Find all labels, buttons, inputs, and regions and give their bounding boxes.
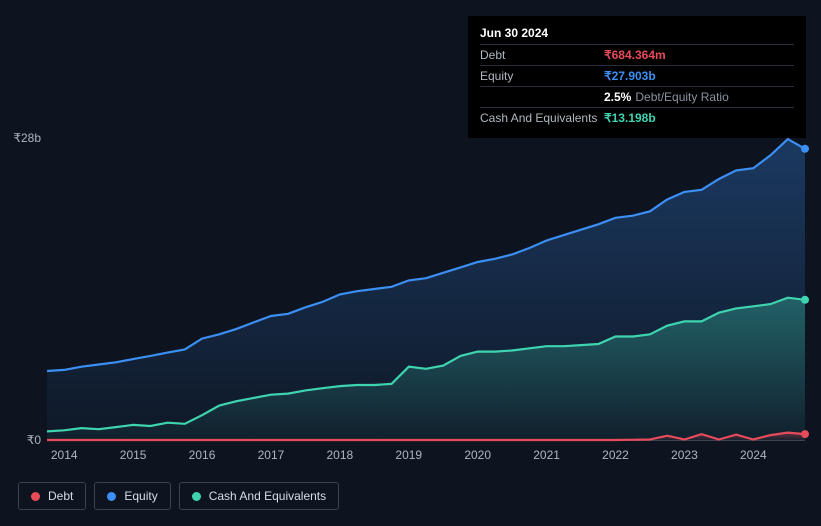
x-tick: 2024	[740, 448, 767, 462]
tooltip-date: Jun 30 2024	[480, 26, 794, 44]
legend-label: Cash And Equivalents	[209, 489, 326, 503]
end-marker-debt	[801, 430, 809, 438]
hover-tooltip: Jun 30 2024 Debt ₹684.364m Equity ₹27.90…	[468, 16, 806, 138]
x-tick: 2017	[258, 448, 285, 462]
tooltip-label	[480, 90, 604, 104]
tooltip-label: Cash And Equivalents	[480, 111, 604, 125]
legend-label: Equity	[124, 489, 157, 503]
x-tick: 2022	[602, 448, 629, 462]
y-tick-zero: ₹0	[27, 433, 41, 447]
x-tick: 2018	[327, 448, 354, 462]
x-tick: 2020	[464, 448, 491, 462]
chart-svg	[47, 138, 805, 440]
tooltip-value-equity: ₹27.903b	[604, 69, 656, 83]
x-tick: 2016	[189, 448, 216, 462]
x-tick: 2023	[671, 448, 698, 462]
tooltip-label: Debt	[480, 48, 604, 62]
tooltip-value-cash: ₹13.198b	[604, 111, 656, 125]
end-marker-equity	[801, 145, 809, 153]
dot-icon	[107, 492, 116, 501]
legend-item-cash[interactable]: Cash And Equivalents	[179, 482, 339, 510]
x-tick: 2015	[120, 448, 147, 462]
chart-plot-area[interactable]: ₹28b ₹0	[47, 138, 805, 440]
legend-label: Debt	[48, 489, 73, 503]
x-tick: 2019	[395, 448, 422, 462]
x-tick: 2014	[51, 448, 78, 462]
tooltip-value-ratio: 2.5%Debt/Equity Ratio	[604, 90, 729, 104]
dot-icon	[192, 492, 201, 501]
tooltip-label: Equity	[480, 69, 604, 83]
end-marker-cash	[801, 296, 809, 304]
x-axis: 2014 2015 2016 2017 2018 2019 2020 2021 2022 2023…	[47, 448, 805, 468]
tooltip-value-debt: ₹684.364m	[604, 48, 666, 62]
y-tick-max: ₹28b	[13, 131, 41, 145]
legend: Debt Equity Cash And Equivalents	[18, 482, 339, 510]
tooltip-row-ratio: 2.5%Debt/Equity Ratio	[480, 86, 794, 107]
x-tick: 2021	[533, 448, 560, 462]
tooltip-row-cash: Cash And Equivalents ₹13.198b	[480, 107, 794, 128]
tooltip-row-debt: Debt ₹684.364m	[480, 44, 794, 65]
tooltip-row-equity: Equity ₹27.903b	[480, 65, 794, 86]
legend-item-equity[interactable]: Equity	[94, 482, 170, 510]
dot-icon	[31, 492, 40, 501]
legend-item-debt[interactable]: Debt	[18, 482, 86, 510]
